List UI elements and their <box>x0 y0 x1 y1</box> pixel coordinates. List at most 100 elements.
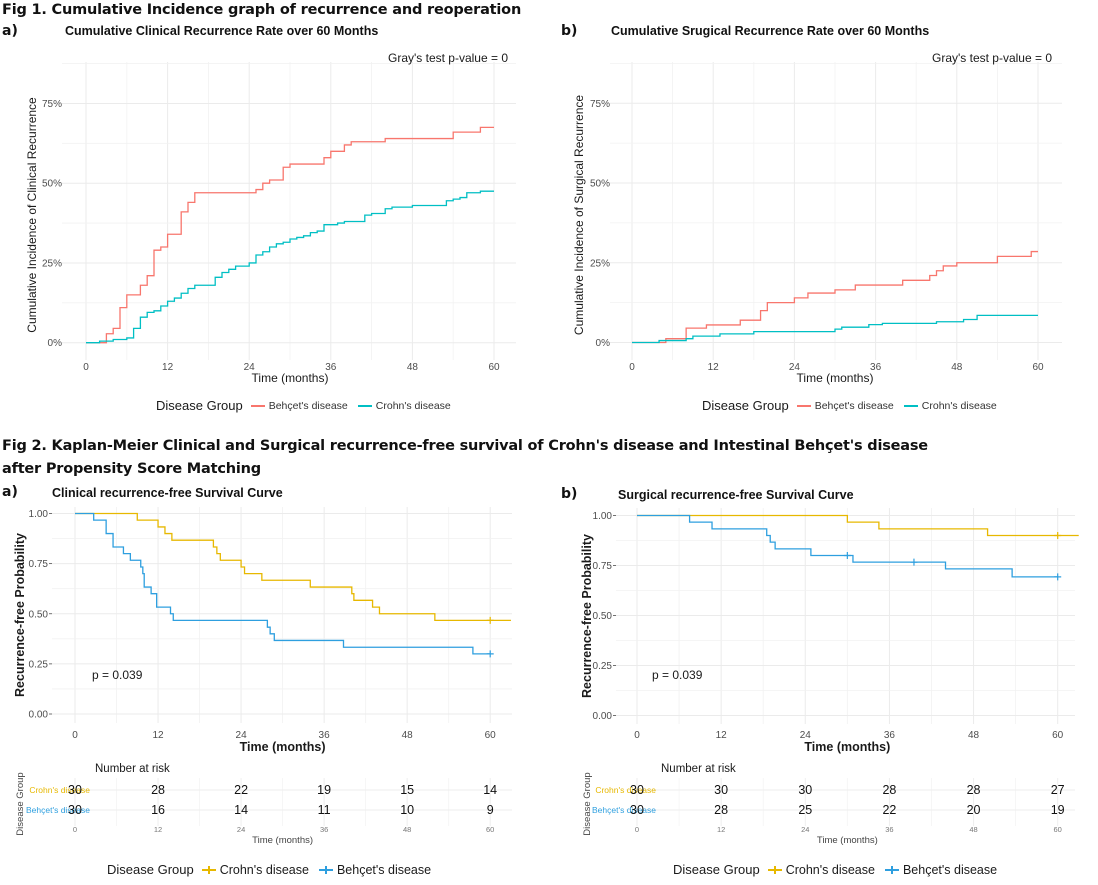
x-tick-label: 36 <box>870 362 882 373</box>
censor-mark <box>910 558 918 566</box>
y-tick-label: 0.50 <box>29 609 49 620</box>
risk-x-tick-label: 12 <box>717 825 725 834</box>
x-tick-label: 36 <box>319 730 331 741</box>
risk-x-tick-label: 48 <box>403 825 411 834</box>
series-line-beh-et-s-disease <box>75 512 491 655</box>
risk-count: 28 <box>714 803 728 817</box>
x-tick-label: 24 <box>236 730 248 741</box>
fig2-title-line1: Fig 2. Kaplan-Meier Clinical and Surgica… <box>2 438 928 454</box>
risk-x-axis-title: Time (months) <box>817 835 878 846</box>
annotation-text: p = 0.039 <box>652 668 703 682</box>
risk-count: 30 <box>68 803 82 817</box>
risk-x-tick-label: 48 <box>969 825 977 834</box>
x-tick-label: 48 <box>968 730 980 741</box>
risk-count: 28 <box>151 783 165 797</box>
x-tick-label: 12 <box>162 362 174 373</box>
fig1b-legend: Disease Group Behçet's disease Crohn's d… <box>702 398 1005 413</box>
fig2a-legend: Disease Group Crohn's disease Behçet's d… <box>107 862 439 877</box>
x-tick-label: 36 <box>884 730 896 741</box>
risk-x-tick-label: 60 <box>486 825 494 834</box>
y-tick-label: 0% <box>596 338 611 349</box>
y-tick-label: 1.00 <box>29 509 49 520</box>
risk-count: 11 <box>318 803 331 817</box>
risk-row-label: Crohn's disease <box>29 785 90 795</box>
fig1-title: Fig 1. Cumulative Incidence graph of rec… <box>2 2 522 18</box>
legend-title: Disease Group <box>107 862 194 877</box>
y-tick-label: 0.50 <box>593 611 613 622</box>
risk-count: 10 <box>400 803 414 817</box>
legend-item-behcet: Behçet's disease <box>336 862 432 877</box>
x-tick-label: 60 <box>485 730 497 741</box>
legend-key-behcet <box>884 865 899 875</box>
risk-row-label: Behçet's disease <box>26 805 90 815</box>
risk-count: 28 <box>882 783 896 797</box>
risk-x-tick-label: 60 <box>1054 825 1062 834</box>
risk-row-label: Behçet's disease <box>592 805 656 815</box>
annotation-text: p = 0.039 <box>92 668 143 682</box>
y-axis-title: Recurrence-free Probability <box>580 534 594 698</box>
risk-x-tick-label: 24 <box>801 825 809 834</box>
risk-count: 19 <box>1051 803 1065 817</box>
legend-item-behcet: Behçet's disease <box>902 862 998 877</box>
x-tick-label: 0 <box>72 730 78 741</box>
legend-key-crohn <box>903 404 918 407</box>
x-tick-label: 12 <box>716 730 728 741</box>
risk-x-tick-label: 36 <box>885 825 893 834</box>
risk-table-title: Number at risk <box>661 763 736 775</box>
fig2b-panel-label: b) <box>561 486 578 502</box>
fig1b-title: Cumulative Srugical Recurrence Rate over… <box>611 24 930 38</box>
risk-x-tick-label: 0 <box>635 825 639 834</box>
y-tick-label: 0.00 <box>29 710 49 721</box>
risk-count: 22 <box>234 783 248 797</box>
risk-count: 30 <box>798 783 812 797</box>
x-tick-label: 24 <box>789 362 801 373</box>
risk-count: 16 <box>151 803 165 817</box>
risk-count: 20 <box>967 803 981 817</box>
y-tick-label: 0.75 <box>593 561 613 572</box>
series-line-crohn-s-disease <box>637 514 1079 537</box>
y-axis-title: Cumulative Incidence of Clinical Recurre… <box>25 97 39 333</box>
series-line-crohn-s-disease <box>86 190 494 344</box>
series-line-crohn-s-disease <box>75 512 511 622</box>
x-tick-label: 60 <box>488 362 500 373</box>
x-axis-title: Time (months) <box>240 740 326 754</box>
y-tick-label: 25% <box>590 258 610 269</box>
risk-y-axis-title: Disease Group <box>15 772 26 835</box>
risk-x-axis-title: Time (months) <box>252 835 313 846</box>
legend-key-crohn <box>357 404 372 407</box>
legend-key-crohn <box>767 865 782 875</box>
risk-count: 28 <box>967 783 981 797</box>
risk-count: 22 <box>882 803 896 817</box>
risk-count: 14 <box>234 803 248 817</box>
fig2-title-line2: after Propensity Score Matching <box>2 461 261 477</box>
x-axis-title: Time (months) <box>797 371 874 385</box>
legend-title: Disease Group <box>673 862 760 877</box>
y-tick-label: 1.00 <box>593 511 613 522</box>
risk-count: 25 <box>798 803 812 817</box>
y-tick-label: 0.75 <box>29 559 49 570</box>
series-line-crohn-s-disease <box>632 314 1038 344</box>
risk-table-title: Number at risk <box>95 763 170 775</box>
x-tick-label: 48 <box>407 362 419 373</box>
x-tick-label: 24 <box>800 730 812 741</box>
censor-mark <box>1054 573 1062 581</box>
censor-mark <box>843 552 851 559</box>
x-tick-label: 0 <box>83 362 89 373</box>
fig1a-panel-label: a) <box>2 23 18 39</box>
legend-key-behcet <box>318 865 333 875</box>
y-axis-title: Recurrence-free Probability <box>13 533 27 697</box>
y-tick-label: 50% <box>590 179 610 190</box>
legend-item-crohn: Crohn's disease <box>785 862 875 877</box>
legend-item-behcet: Behçet's disease <box>814 399 894 412</box>
fig2b-legend: Disease Group Crohn's disease Behçet's d… <box>673 862 1005 877</box>
fig2a-title: Clinical recurrence-free Survival Curve <box>52 486 283 500</box>
legend-item-crohn: Crohn's disease <box>921 399 997 412</box>
x-axis-title: Time (months) <box>252 371 329 385</box>
y-axis-title: Cumulative Incidence of Surgical Recurre… <box>572 95 586 335</box>
legend-item-crohn: Crohn's disease <box>219 862 309 877</box>
censor-mark <box>486 616 494 624</box>
annotation-text: Gray's test p-value = 0 <box>388 51 508 65</box>
